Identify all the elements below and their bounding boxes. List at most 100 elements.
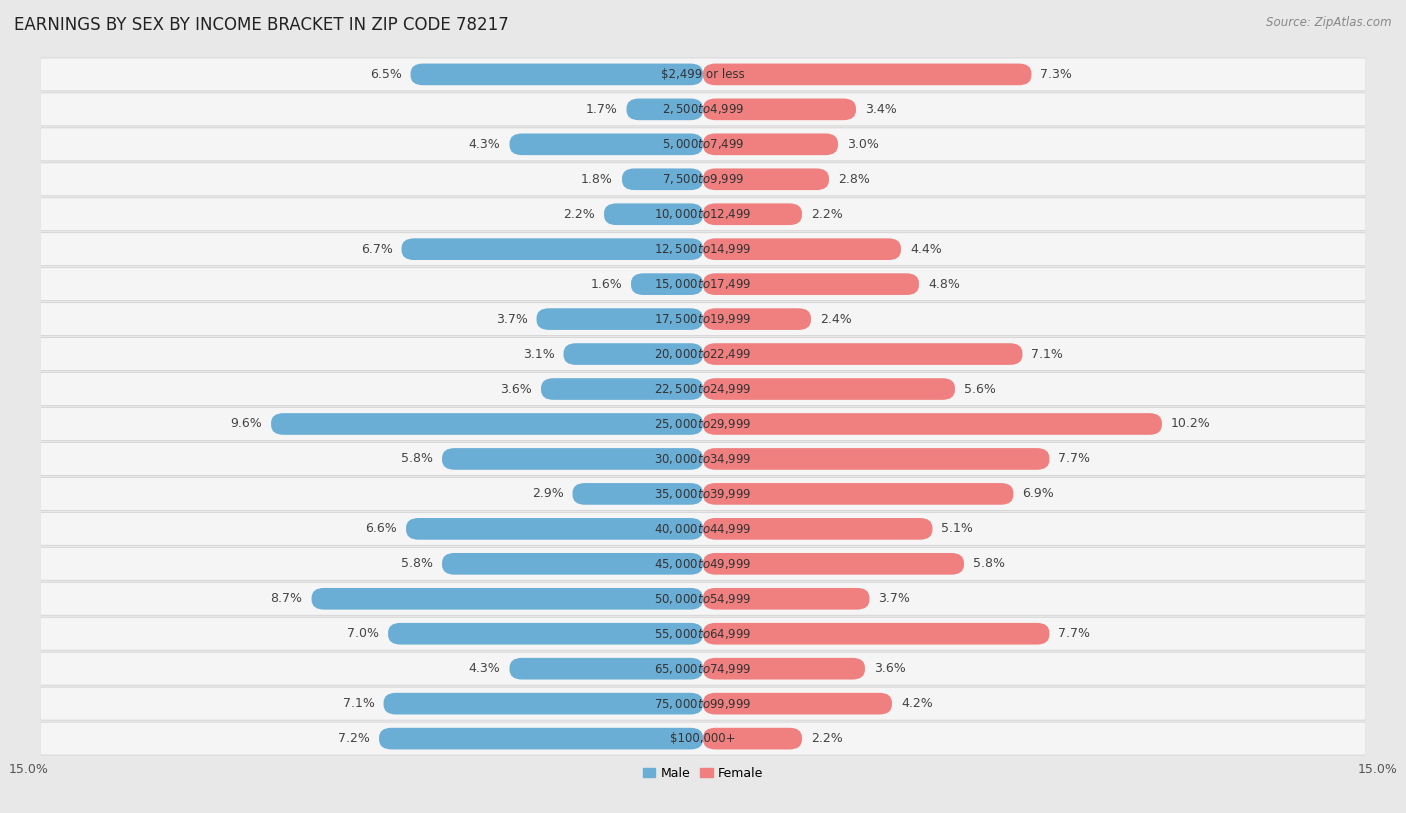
Text: 3.1%: 3.1% [523, 348, 554, 360]
FancyBboxPatch shape [703, 483, 1014, 505]
FancyBboxPatch shape [41, 233, 1365, 266]
FancyBboxPatch shape [41, 93, 1365, 126]
FancyBboxPatch shape [384, 693, 703, 715]
FancyBboxPatch shape [41, 687, 1365, 720]
FancyBboxPatch shape [537, 308, 703, 330]
FancyBboxPatch shape [441, 448, 703, 470]
FancyBboxPatch shape [41, 337, 1365, 371]
Text: $75,000 to $99,999: $75,000 to $99,999 [654, 697, 752, 711]
FancyBboxPatch shape [41, 163, 1365, 196]
Text: 4.3%: 4.3% [468, 138, 501, 150]
FancyBboxPatch shape [41, 583, 1365, 615]
Text: 4.8%: 4.8% [928, 278, 960, 290]
FancyBboxPatch shape [41, 442, 1365, 476]
FancyBboxPatch shape [41, 58, 1365, 91]
FancyBboxPatch shape [41, 268, 1365, 300]
Text: $50,000 to $54,999: $50,000 to $54,999 [654, 592, 752, 606]
Text: 2.4%: 2.4% [820, 313, 852, 325]
FancyBboxPatch shape [402, 238, 703, 260]
FancyBboxPatch shape [564, 343, 703, 365]
Text: 10.2%: 10.2% [1171, 418, 1211, 430]
Text: 7.1%: 7.1% [1032, 348, 1063, 360]
FancyBboxPatch shape [41, 373, 1365, 405]
Text: 5.8%: 5.8% [401, 453, 433, 465]
FancyBboxPatch shape [41, 688, 1365, 720]
Text: 2.2%: 2.2% [564, 208, 595, 220]
FancyBboxPatch shape [703, 343, 1022, 365]
Text: $30,000 to $34,999: $30,000 to $34,999 [654, 452, 752, 466]
Text: $35,000 to $39,999: $35,000 to $39,999 [654, 487, 752, 501]
Text: 1.6%: 1.6% [591, 278, 621, 290]
FancyBboxPatch shape [271, 413, 703, 435]
FancyBboxPatch shape [41, 93, 1365, 125]
FancyBboxPatch shape [41, 338, 1365, 370]
Text: 3.6%: 3.6% [875, 663, 905, 675]
FancyBboxPatch shape [41, 303, 1365, 335]
FancyBboxPatch shape [41, 198, 1365, 230]
FancyBboxPatch shape [41, 302, 1365, 336]
FancyBboxPatch shape [41, 547, 1365, 580]
Text: 9.6%: 9.6% [231, 418, 262, 430]
FancyBboxPatch shape [703, 588, 869, 610]
FancyBboxPatch shape [541, 378, 703, 400]
Text: 3.4%: 3.4% [865, 103, 897, 115]
FancyBboxPatch shape [406, 518, 703, 540]
FancyBboxPatch shape [703, 658, 865, 680]
Text: 2.2%: 2.2% [811, 208, 842, 220]
FancyBboxPatch shape [41, 408, 1365, 440]
FancyBboxPatch shape [703, 448, 1049, 470]
FancyBboxPatch shape [41, 128, 1365, 160]
Text: $22,500 to $24,999: $22,500 to $24,999 [654, 382, 752, 396]
Text: $2,499 or less: $2,499 or less [661, 68, 745, 80]
Text: 3.6%: 3.6% [501, 383, 531, 395]
Text: 7.7%: 7.7% [1059, 628, 1091, 640]
Text: 7.2%: 7.2% [339, 733, 370, 745]
FancyBboxPatch shape [703, 238, 901, 260]
FancyBboxPatch shape [41, 652, 1365, 685]
FancyBboxPatch shape [41, 722, 1365, 755]
FancyBboxPatch shape [41, 128, 1365, 161]
FancyBboxPatch shape [41, 198, 1365, 231]
FancyBboxPatch shape [703, 98, 856, 120]
FancyBboxPatch shape [41, 407, 1365, 441]
FancyBboxPatch shape [41, 617, 1365, 650]
FancyBboxPatch shape [703, 308, 811, 330]
FancyBboxPatch shape [41, 163, 1365, 195]
FancyBboxPatch shape [41, 372, 1365, 406]
Text: 7.0%: 7.0% [347, 628, 380, 640]
FancyBboxPatch shape [631, 273, 703, 295]
FancyBboxPatch shape [41, 512, 1365, 546]
FancyBboxPatch shape [703, 518, 932, 540]
Text: 3.0%: 3.0% [846, 138, 879, 150]
Text: 4.3%: 4.3% [468, 663, 501, 675]
Text: 5.1%: 5.1% [942, 523, 973, 535]
Text: 1.7%: 1.7% [586, 103, 617, 115]
FancyBboxPatch shape [703, 133, 838, 155]
Text: $5,000 to $7,499: $5,000 to $7,499 [662, 137, 744, 151]
FancyBboxPatch shape [41, 653, 1365, 685]
FancyBboxPatch shape [703, 378, 955, 400]
Text: Source: ZipAtlas.com: Source: ZipAtlas.com [1267, 16, 1392, 29]
Legend: Male, Female: Male, Female [638, 762, 768, 785]
FancyBboxPatch shape [703, 63, 1032, 85]
Text: 3.7%: 3.7% [496, 313, 527, 325]
FancyBboxPatch shape [41, 233, 1365, 265]
Text: 3.7%: 3.7% [879, 593, 910, 605]
FancyBboxPatch shape [41, 582, 1365, 615]
Text: 7.7%: 7.7% [1059, 453, 1091, 465]
Text: 6.5%: 6.5% [370, 68, 402, 80]
Text: 2.2%: 2.2% [811, 733, 842, 745]
Text: $10,000 to $12,499: $10,000 to $12,499 [654, 207, 752, 221]
FancyBboxPatch shape [703, 623, 1049, 645]
FancyBboxPatch shape [703, 553, 965, 575]
Text: 7.1%: 7.1% [343, 698, 374, 710]
Text: $25,000 to $29,999: $25,000 to $29,999 [654, 417, 752, 431]
Text: 1.8%: 1.8% [581, 173, 613, 185]
FancyBboxPatch shape [41, 513, 1365, 545]
Text: 6.6%: 6.6% [366, 523, 396, 535]
Text: 2.9%: 2.9% [531, 488, 564, 500]
FancyBboxPatch shape [41, 723, 1365, 754]
Text: EARNINGS BY SEX BY INCOME BRACKET IN ZIP CODE 78217: EARNINGS BY SEX BY INCOME BRACKET IN ZIP… [14, 16, 509, 34]
FancyBboxPatch shape [703, 693, 891, 715]
FancyBboxPatch shape [572, 483, 703, 505]
